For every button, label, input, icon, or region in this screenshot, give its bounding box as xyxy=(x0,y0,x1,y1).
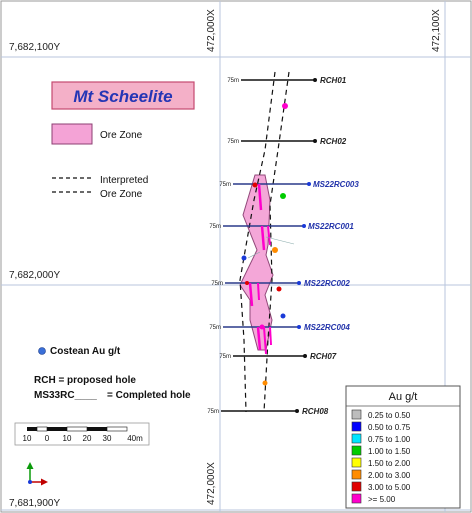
ms-note-text: = Completed hole xyxy=(107,390,191,401)
hole-depth-label: 75m xyxy=(227,139,239,145)
au-class-label: 1.50 to 2.00 xyxy=(368,459,411,468)
au-legend: Au g/t 0.25 to 0.50 0.50 to 0.75 0.75 to 1… xyxy=(345,385,461,509)
costean-symbol xyxy=(38,347,46,355)
sample-point xyxy=(272,247,278,253)
axis-indicator xyxy=(26,462,48,486)
intercept-mark xyxy=(267,225,271,246)
costean-points xyxy=(241,103,288,386)
au-class-swatch xyxy=(351,469,362,480)
intercept-marks xyxy=(247,183,295,355)
hole-label-rch01: RCH01 xyxy=(320,76,347,85)
intercept-mark xyxy=(263,326,267,355)
hole-collar-rch08 xyxy=(295,409,299,413)
scale-tick-label: 20 xyxy=(83,434,92,443)
axis-z-icon xyxy=(28,480,32,484)
hole-collar-ms22rc003 xyxy=(307,182,311,186)
intercept-mark xyxy=(257,183,263,211)
hole-depth-label: 75m xyxy=(227,78,239,84)
au-class-swatch xyxy=(351,481,362,492)
easting-label-top-1: 472,000X xyxy=(206,9,217,52)
hole-depth-label: 75m xyxy=(209,224,221,230)
scale-tick-label: 40m xyxy=(127,434,143,443)
interpreted-label-2: Ore Zone xyxy=(100,189,143,200)
hole-collar-ms22rc001 xyxy=(302,224,306,228)
drill-hole-traces: 75m RCH01 75m RCH02 75m MS22RC003 75m MS22RC001… xyxy=(207,76,359,416)
au-class-label: >= 5.00 xyxy=(368,495,396,504)
au-class-label: 3.00 to 5.00 xyxy=(368,483,411,492)
hole-collar-ms22rc004 xyxy=(297,325,301,329)
northing-label-1: 7,682,100Y xyxy=(9,42,60,53)
interpreted-boundary-west xyxy=(239,71,276,413)
intercept-mark xyxy=(269,326,272,346)
sample-point xyxy=(252,182,258,188)
sample-point xyxy=(262,380,268,386)
title-box xyxy=(51,81,195,110)
interpreted-label-1: Interpreted xyxy=(100,175,148,186)
scale-tick-label: 0 xyxy=(45,434,50,443)
au-class-swatch xyxy=(351,409,362,420)
sample-point xyxy=(241,255,247,261)
costean-leader xyxy=(265,236,295,245)
au-class-label: 0.75 to 1.00 xyxy=(368,435,411,444)
au-class-label: 0.25 to 0.50 xyxy=(368,411,411,420)
scale-bar: 10 0 10 20 30 40m xyxy=(14,422,150,446)
rch-note: RCH = proposed hole xyxy=(34,375,136,386)
hole-depth-label: 75m xyxy=(207,409,219,415)
au-class-label: 0.50 to 0.75 xyxy=(368,423,411,432)
sample-point xyxy=(245,281,249,285)
au-class-swatch xyxy=(351,433,362,444)
sample-point xyxy=(280,313,286,319)
interpreted-boundary-east xyxy=(263,71,290,413)
hole-collar-rch02 xyxy=(313,139,317,143)
hole-label-ms22rc004: MS22RC004 xyxy=(304,323,350,332)
hole-collar-rch01 xyxy=(313,78,317,82)
northing-label-3: 7,681,900Y xyxy=(9,498,60,509)
costean-label: Costean Au g/t xyxy=(50,346,121,357)
scale-tick-label: 30 xyxy=(103,434,112,443)
au-class-label: 1.00 to 1.50 xyxy=(368,447,411,456)
costean-leader xyxy=(247,251,261,259)
hole-depth-label: 75m xyxy=(211,281,223,287)
northing-label-2: 7,682,000Y xyxy=(9,270,60,281)
au-class-swatch xyxy=(351,421,362,432)
sample-point xyxy=(259,324,265,330)
easting-label-top-2: 472,100X xyxy=(431,9,442,52)
hole-depth-label: 75m xyxy=(209,325,221,331)
au-class-swatch xyxy=(351,457,362,468)
au-class-label: 2.00 to 3.00 xyxy=(368,471,411,480)
ore-zone-swatch xyxy=(51,123,93,145)
hole-label-ms22rc003: MS22RC003 xyxy=(313,180,359,189)
hole-depth-label: 75m xyxy=(219,354,231,360)
scale-tick-label: 10 xyxy=(23,434,32,443)
hole-depth-label: 75m xyxy=(219,182,231,188)
sample-point xyxy=(282,103,288,109)
easting-label-bottom: 472,000X xyxy=(206,462,217,505)
hole-label-ms22rc002: MS22RC002 xyxy=(304,279,350,288)
hole-collar-ms22rc002 xyxy=(297,281,301,285)
ore-zone-polygon xyxy=(239,174,274,351)
au-class-swatch xyxy=(351,445,362,456)
hole-label-rch08: RCH08 xyxy=(302,407,329,416)
intercept-mark xyxy=(257,282,260,301)
intercept-mark xyxy=(260,225,266,251)
ms-note-code: MS33RC____ xyxy=(34,390,97,401)
hole-collar-rch07 xyxy=(303,354,307,358)
au-legend-title: Au g/t xyxy=(389,391,418,403)
intercept-mark xyxy=(248,282,254,307)
map-title: Mt Scheelite xyxy=(73,87,172,106)
au-legend-rows: 0.25 to 0.50 0.50 to 0.75 0.75 to 1.00 1.00… xyxy=(351,409,411,504)
ore-zone-label: Ore Zone xyxy=(100,130,143,141)
hole-label-rch07: RCH07 xyxy=(310,352,337,361)
sample-point xyxy=(280,193,286,199)
hole-label-ms22rc001: MS22RC001 xyxy=(308,222,354,231)
hole-label-rch02: RCH02 xyxy=(320,137,347,146)
sample-point xyxy=(276,286,282,292)
scale-tick-label: 10 xyxy=(63,434,72,443)
intercept-mark xyxy=(256,326,262,351)
au-class-swatch xyxy=(351,493,362,504)
